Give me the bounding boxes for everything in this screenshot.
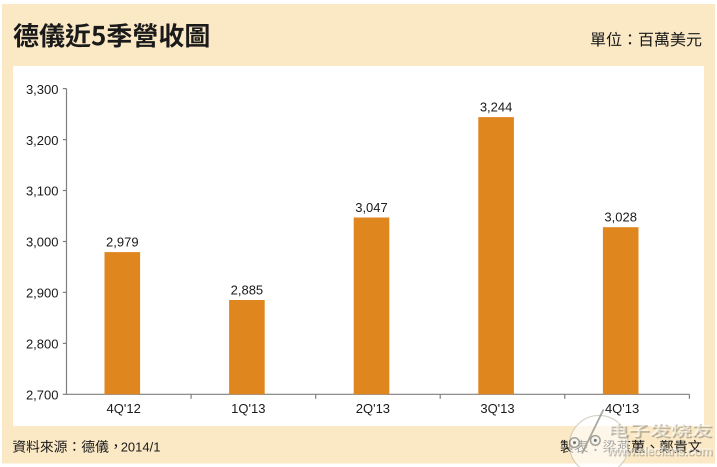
svg-text:3,000: 3,000 [26,235,59,250]
svg-text:3,047: 3,047 [355,200,388,215]
svg-text:3,028: 3,028 [604,210,637,225]
svg-text:4Q'13: 4Q'13 [605,401,639,416]
svg-text:2014/1: 2014/1 [121,439,161,454]
svg-text:3,200: 3,200 [26,133,59,148]
svg-text:3Q'13: 3Q'13 [480,401,514,416]
svg-text:www.elecfans.com: www.elecfans.com [606,443,713,458]
svg-text:1Q'13: 1Q'13 [231,401,265,416]
svg-text:2,700: 2,700 [26,388,59,403]
svg-text:2,885: 2,885 [231,282,264,297]
svg-text:2Q'13: 2Q'13 [356,401,390,416]
svg-text:2,979: 2,979 [106,234,139,249]
svg-text:2,900: 2,900 [26,286,59,301]
svg-text:3,100: 3,100 [26,184,59,199]
svg-text:4Q'12: 4Q'12 [107,401,141,416]
svg-text:www.elecfans.com: www.elecfans.com [607,444,714,459]
svg-text:3,300: 3,300 [26,82,59,97]
svg-text:2,800: 2,800 [26,337,59,352]
svg-text:3,244: 3,244 [480,99,513,114]
